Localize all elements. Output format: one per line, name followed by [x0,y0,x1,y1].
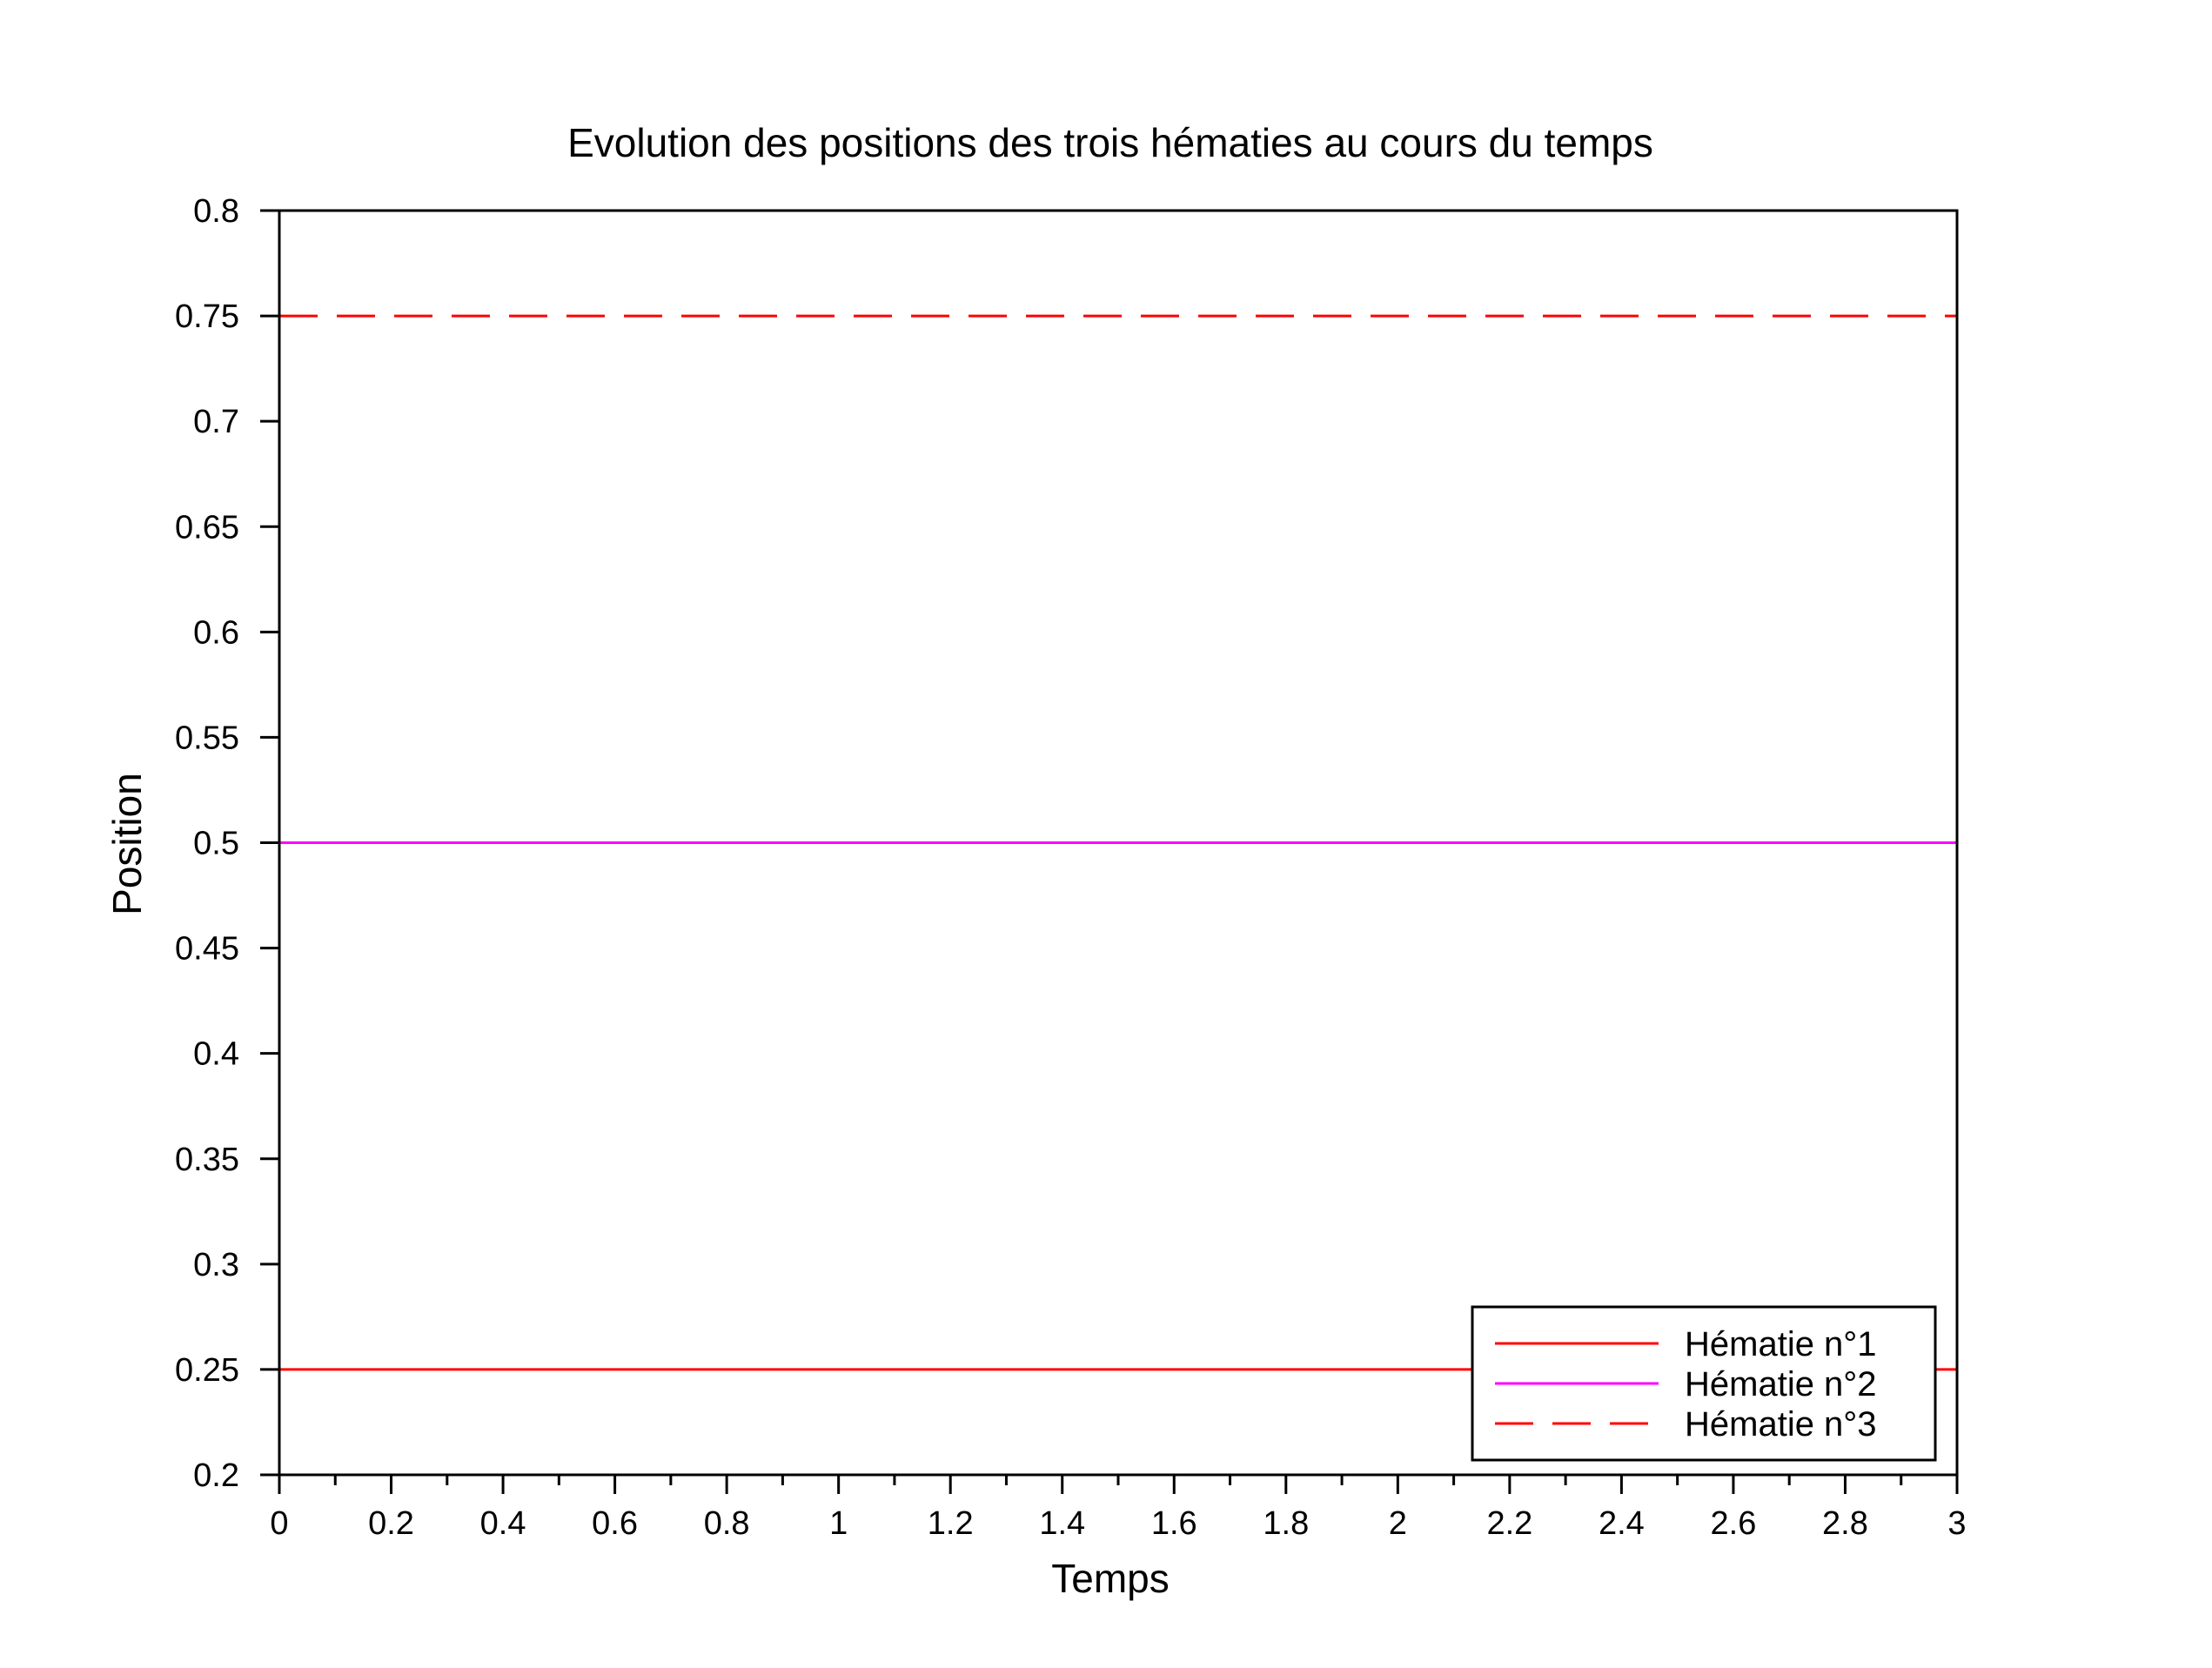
y-tick-label: 0.8 [193,193,239,230]
y-tick-label: 0.25 [175,1352,239,1389]
axes-layer: 0 0.2 0.4 0.6 0.8 1 1.2 1.4 1.6 1.8 2 2.2 2.4 2.6 2.8 3… [175,193,1967,1542]
y-tick-label: 0.7 [193,404,239,440]
x-tick-label: 3 [1947,1505,1966,1542]
y-tick-label: 0.3 [193,1247,239,1283]
x-tick-label: 0 [270,1505,288,1542]
y-tick-label: 0.65 [175,509,239,546]
x-axis-label: Temps [1051,1556,1169,1601]
legend-label-3: Hématie n°3 [1685,1405,1877,1444]
x-tick-label: 1.4 [1039,1505,1085,1542]
x-tick-label: 0.2 [368,1505,414,1542]
y-tick-label: 0.4 [193,1036,239,1073]
x-tick-label: 0.6 [592,1505,638,1542]
chart-title: Evolution des positions des trois hémati… [567,120,1653,165]
x-tick-label: 0.4 [480,1505,526,1542]
y-tick-label: 0.6 [193,614,239,651]
y-tick-label: 0.35 [175,1142,239,1178]
x-tick-label: 2.2 [1486,1505,1532,1542]
x-tick-label: 1.2 [928,1505,974,1542]
y-tick-label: 0.2 [193,1457,239,1494]
x-tick-label: 2.6 [1711,1505,1757,1542]
x-tick-label: 1 [829,1505,848,1542]
x-tick-label: 2 [1389,1505,1407,1542]
x-tick-label: 0.8 [704,1505,750,1542]
y-tick-label: 0.75 [175,298,239,335]
x-tick-label: 2.4 [1599,1505,1645,1542]
x-tick-label: 2.8 [1822,1505,1868,1542]
y-tick-label: 0.55 [175,720,239,756]
y-axis-label: Position [104,773,150,915]
legend-label-1: Hématie n°1 [1685,1325,1877,1363]
legend-label-2: Hématie n°2 [1685,1365,1877,1403]
x-tick-label: 1.6 [1151,1505,1197,1542]
y-tick-label: 0.5 [193,826,239,862]
y-tick-label: 0.45 [175,931,239,968]
x-tick-label: 1.8 [1263,1505,1309,1542]
